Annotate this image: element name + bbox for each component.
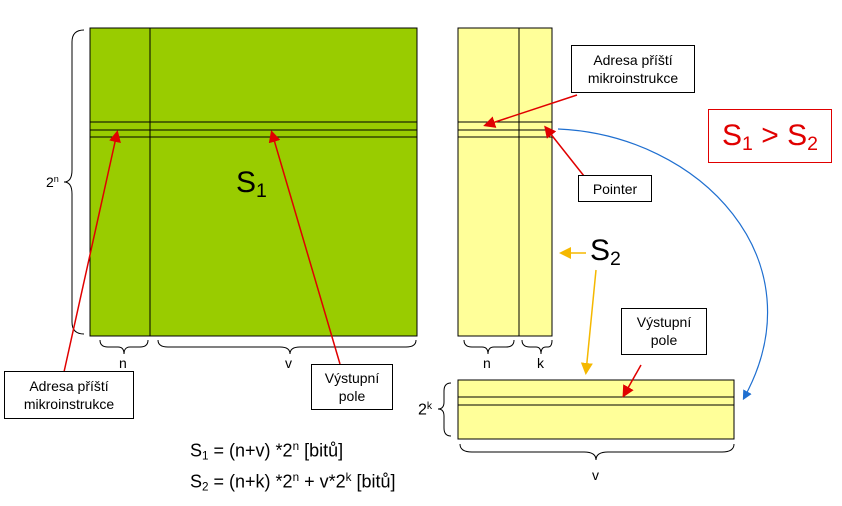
formula-s2-c: [bitů] [351, 471, 396, 492]
arrow-output-left [268, 130, 341, 365]
label-left-height-exp: n [53, 174, 59, 184]
callout-pointer-text: Pointer [592, 181, 638, 197]
formula-s1-s: S [190, 440, 203, 461]
callout-addr-right: Adresa příští mikroinstrukce [571, 45, 695, 93]
callout-output-left-line2: pole [338, 388, 366, 404]
comparison-a: S [722, 119, 743, 152]
brace-left-v [157, 339, 417, 355]
brace-left-n [99, 339, 149, 355]
callout-addr-right-line1: Adresa příští [593, 52, 673, 68]
callout-pointer: Pointer [578, 175, 652, 202]
label-right-k: k [537, 355, 544, 371]
label-s2-main: S [590, 234, 611, 267]
label-bottom-v: v [592, 467, 599, 483]
brace-left-height [63, 29, 85, 335]
formula-s2-exp: n [292, 471, 300, 484]
comparison-b-sub: 2 [807, 132, 818, 155]
label-s1: S1 [236, 168, 267, 201]
callout-output-left: Výstupní pole [311, 364, 393, 410]
label-left-height: 2n [46, 174, 59, 190]
comparison-a-sub: 1 [742, 132, 753, 155]
arrow-output-right [622, 364, 642, 398]
callout-addr-left-line2: mikroinstrukce [23, 396, 115, 412]
comparison-op: > [752, 119, 788, 152]
comparison-box: S1 > S2 [708, 109, 832, 163]
formula-s2-a: = (n+k) *2 [208, 471, 293, 492]
callout-output-left-line1: Výstupní [324, 370, 380, 386]
label-s1-main: S [236, 166, 257, 199]
label-left-n: n [119, 355, 127, 371]
formula-s1-sub: 1 [202, 449, 209, 463]
callout-addr-right-line2: mikroinstrukce [587, 70, 679, 86]
label-bottom-height-base: 2 [418, 401, 427, 419]
arrow-pointer [544, 125, 585, 177]
brace-right-k [521, 339, 553, 355]
formula-s1-b: [bitů] [299, 440, 344, 461]
arrow-s2-to-output [580, 269, 597, 375]
formula-s1-exp: n [292, 440, 300, 453]
formula-s1: S1 = (n+v) *2n [bitů] [190, 440, 343, 462]
brace-right-n [463, 339, 515, 355]
formula-s2: S2 = (n+k) *2n + v*2k [bitů] [190, 471, 396, 493]
memory-s1-block [89, 27, 418, 337]
callout-output-right-line2: pole [650, 332, 678, 348]
memory-s2-pointer-block [457, 27, 553, 337]
arrow-addr-left [63, 130, 121, 373]
label-bottom-height: 2k [418, 401, 433, 419]
callout-addr-left: Adresa příští mikroinstrukce [4, 371, 134, 419]
callout-addr-left-line1: Adresa příští [29, 378, 109, 394]
label-s1-sub: 1 [256, 179, 267, 202]
label-right-n: n [483, 355, 491, 371]
formula-s2-exp2: k [345, 471, 352, 484]
brace-bottom-height [437, 382, 452, 437]
callout-output-right-line1: Výstupní [636, 314, 692, 330]
formula-s2-b: + v*2 [299, 471, 346, 492]
arrow-addr-right [483, 94, 578, 128]
comparison-b: S [787, 119, 808, 152]
formula-s2-sub: 2 [202, 480, 209, 494]
formula-s1-a: = (n+v) *2 [208, 440, 293, 461]
arrow-pointer-to-output [557, 128, 769, 401]
label-s2: S2 [590, 236, 621, 269]
formula-s2-s: S [190, 471, 203, 492]
label-s2-sub: 2 [610, 247, 621, 270]
brace-bottom-v [459, 443, 735, 461]
label-bottom-height-exp: k [426, 401, 433, 412]
memory-s2-output-block [457, 379, 735, 440]
callout-output-right: Výstupní pole [621, 308, 707, 355]
label-left-height-base: 2 [46, 174, 54, 190]
label-left-v: v [285, 355, 292, 371]
